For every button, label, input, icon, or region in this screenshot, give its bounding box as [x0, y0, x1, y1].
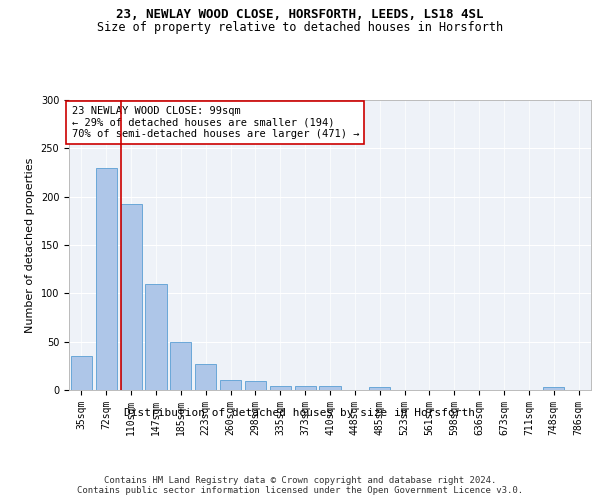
Bar [195, 364, 216, 390]
Y-axis label: Number of detached properties: Number of detached properties [25, 158, 35, 332]
Bar [270, 386, 291, 390]
Bar [96, 168, 117, 390]
Text: Size of property relative to detached houses in Horsforth: Size of property relative to detached ho… [97, 21, 503, 34]
Bar [295, 386, 316, 390]
Text: 23, NEWLAY WOOD CLOSE, HORSFORTH, LEEDS, LS18 4SL: 23, NEWLAY WOOD CLOSE, HORSFORTH, LEEDS,… [116, 8, 484, 20]
Text: Distribution of detached houses by size in Horsforth: Distribution of detached houses by size … [125, 408, 476, 418]
Bar [170, 342, 191, 390]
Text: 23 NEWLAY WOOD CLOSE: 99sqm
← 29% of detached houses are smaller (194)
70% of se: 23 NEWLAY WOOD CLOSE: 99sqm ← 29% of det… [71, 106, 359, 139]
Bar [369, 387, 390, 390]
Bar [245, 382, 266, 390]
Bar [543, 387, 564, 390]
Bar [220, 380, 241, 390]
Bar [121, 204, 142, 390]
Text: Contains HM Land Registry data © Crown copyright and database right 2024.
Contai: Contains HM Land Registry data © Crown c… [77, 476, 523, 495]
Bar [145, 284, 167, 390]
Bar [319, 386, 341, 390]
Bar [71, 356, 92, 390]
